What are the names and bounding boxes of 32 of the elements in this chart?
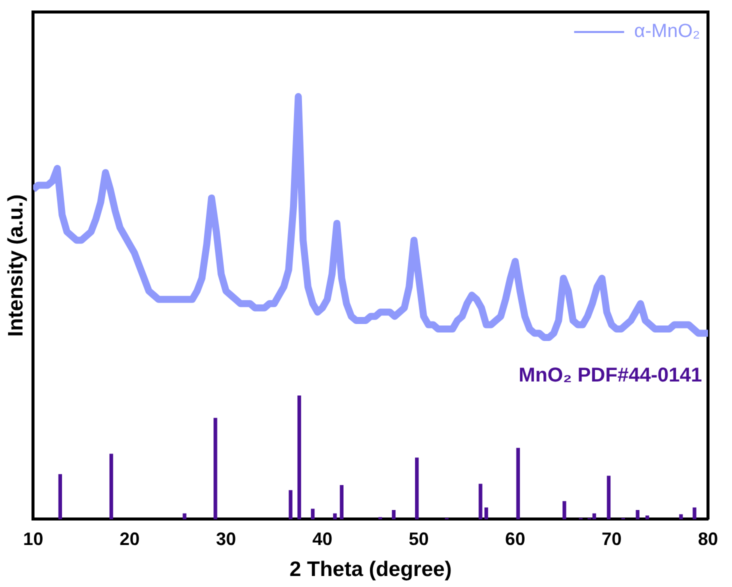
- bar: [478, 484, 482, 520]
- x-tick-label: 80: [698, 528, 718, 549]
- legend-label: α-MnO₂: [634, 21, 700, 42]
- x-tick-label: 70: [602, 528, 622, 549]
- bar: [606, 476, 611, 520]
- x-tick-label: 40: [312, 528, 332, 549]
- x-axis-title: 2 Theta (degree): [289, 558, 452, 582]
- bar: [297, 395, 302, 520]
- text: MnO₂ PDF#44-0141: [518, 364, 702, 386]
- bar: [333, 513, 337, 520]
- y-axis-title: Intensity (a.u.): [4, 194, 28, 337]
- bar: [310, 508, 315, 520]
- bar: [636, 510, 640, 520]
- x-tick-label: 20: [120, 528, 140, 549]
- bar: [516, 448, 520, 520]
- x-tick-label: 60: [505, 528, 526, 549]
- bar: [692, 507, 696, 520]
- bar: [415, 458, 419, 520]
- bar: [58, 474, 62, 520]
- bar: [484, 507, 488, 520]
- bar: [109, 454, 114, 520]
- x-tick-label: 30: [216, 528, 236, 549]
- bar: [182, 513, 186, 520]
- bar: [288, 490, 292, 520]
- x-tick-label: 10: [23, 528, 44, 549]
- bar: [562, 501, 566, 520]
- bar: [214, 418, 218, 520]
- bar: [340, 485, 344, 520]
- x-tick-label: 50: [408, 528, 429, 549]
- bar: [392, 510, 396, 520]
- bar: [679, 514, 683, 520]
- bar: [645, 515, 650, 520]
